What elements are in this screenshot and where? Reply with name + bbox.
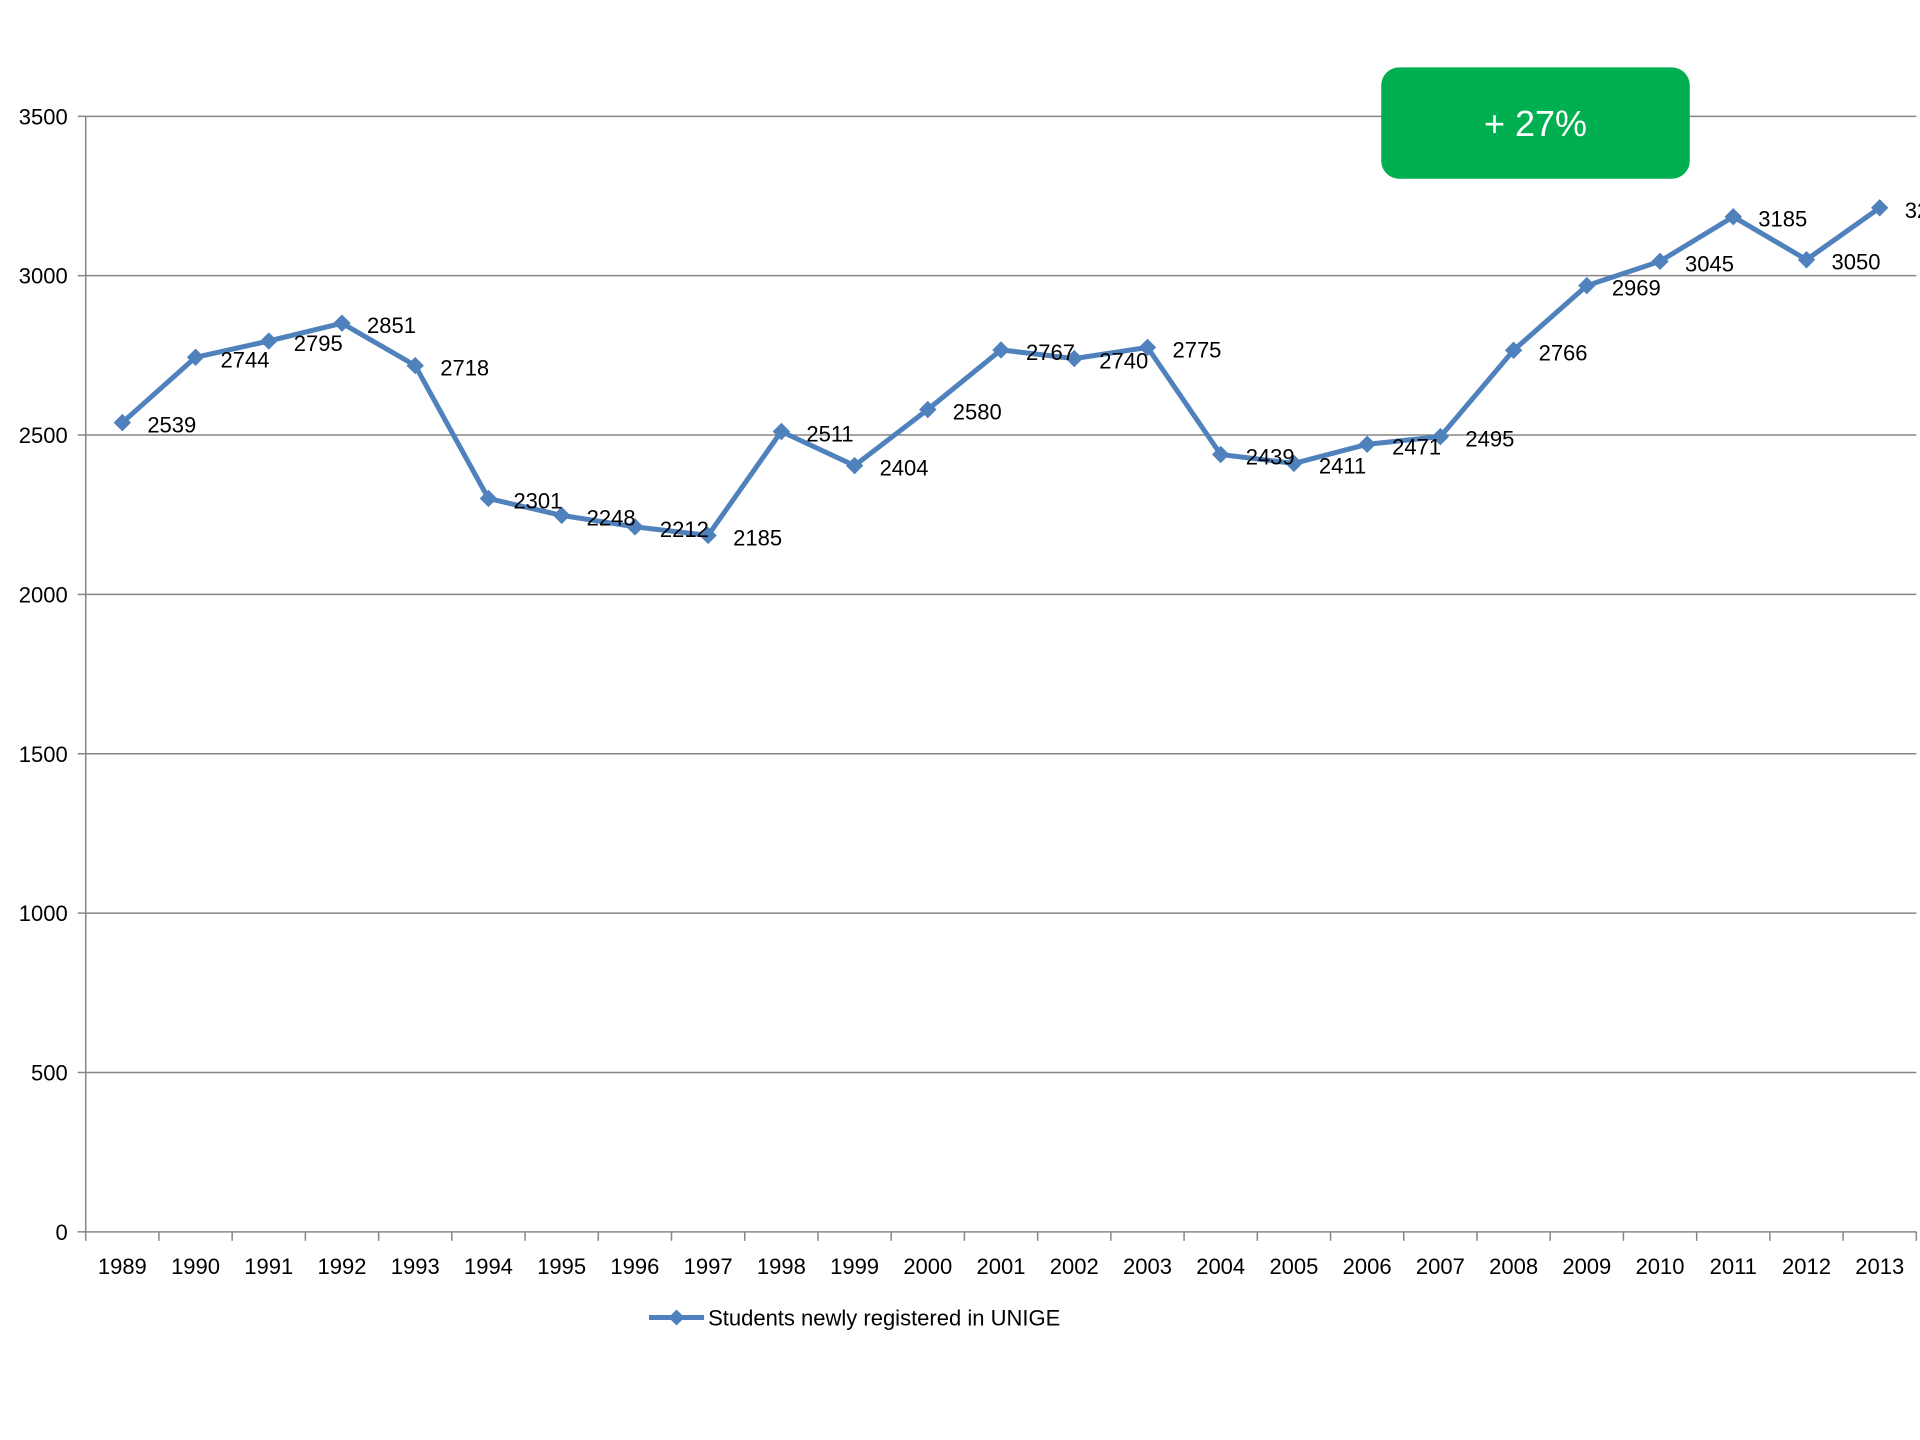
data-label: 2411 [1319,453,1366,478]
legend: Students newly registered in UNIGE [648,1306,1060,1331]
data-label: 2404 [880,456,929,481]
data-point-marker [260,332,278,350]
x-tick-label: 1995 [537,1254,586,1279]
x-tick-label: 1992 [318,1254,367,1279]
x-tick-label: 2006 [1343,1254,1392,1279]
axes: 0 500 1000 1500 2000 2500 3000 3500 1989 1990 1991… [19,104,1918,1279]
data-label: 3045 [1685,251,1734,276]
data-label: 2495 [1465,427,1514,452]
data-label: 3185 [1758,207,1807,232]
data-label: 2248 [587,505,636,530]
data-label: 2767 [1026,340,1075,365]
y-tick-label: 2500 [19,423,68,448]
x-tick-label: 2005 [1269,1254,1318,1279]
data-point-marker [113,413,132,432]
growth-callout: + 27% [1381,67,1690,179]
data-point-marker [1065,349,1083,368]
data-label: 2471 [1392,434,1441,459]
x-tick-label: 1989 [98,1254,147,1279]
data-point-marker [1211,445,1230,464]
x-tick-label: 2000 [903,1254,952,1279]
gridlines [85,115,1917,1074]
x-tick-label: 2003 [1123,1254,1172,1279]
x-tick-label: 2008 [1489,1254,1538,1279]
data-label: 2185 [733,525,782,550]
data-point-marker [1724,208,1742,226]
x-tick-label: 1996 [610,1254,659,1279]
x-tick-label: 2002 [1050,1254,1099,1279]
data-point-marker [772,422,791,441]
data-label: 2718 [440,356,489,381]
data-label: 2539 [147,413,196,438]
data-point-marker [1285,454,1303,473]
data-point-marker [479,489,498,508]
data-point-marker [1431,427,1450,446]
data-point-marker [845,456,864,475]
data-point-marker [699,526,717,545]
callout-text: + 27% [1484,103,1587,144]
x-tick-label: 2004 [1196,1254,1245,1279]
legend-label: Students newly registered in UNIGE [708,1306,1060,1331]
x-tick-label: 1998 [757,1254,806,1279]
data-point-marker [406,356,424,375]
x-tick-label: 1993 [391,1254,440,1279]
y-tick-label: 0 [55,1220,67,1245]
data-label: 2744 [221,347,270,372]
series-line [113,199,1889,545]
data-point-marker [1651,252,1669,271]
legend-marker [668,1309,685,1326]
data-point-marker [1797,251,1816,269]
x-tick-label: 1990 [171,1254,220,1279]
y-tick-label: 2000 [19,582,68,607]
x-tick-label: 1991 [244,1254,293,1279]
x-tick-label: 2011 [1710,1254,1757,1279]
data-label: 2580 [953,400,1002,425]
x-tick-label: 1999 [830,1254,879,1279]
data-point-marker [919,400,937,419]
data-point-marker [1358,435,1376,453]
data-label: 2775 [1172,337,1221,362]
data-label: 3213 [1905,198,1920,223]
data-label: 2795 [294,331,343,356]
data-point-marker [1504,341,1523,359]
data-point-marker [1578,276,1596,295]
data-label: 2439 [1246,444,1295,469]
data-label: 2212 [660,517,709,542]
data-point-marker [333,314,351,332]
data-point-marker [626,518,644,536]
data-label: 2766 [1539,340,1588,365]
x-tick-label: 2012 [1782,1254,1831,1279]
series-polyline [120,205,1882,538]
data-point-marker [186,348,205,366]
x-tick-label: 2007 [1416,1254,1465,1279]
y-tick-label: 1500 [19,742,68,767]
data-point-marker [1138,338,1157,357]
y-tick-label: 1000 [19,901,68,926]
data-label: 2301 [513,488,562,513]
y-tick-label: 500 [31,1060,68,1085]
data-label: 3050 [1831,250,1880,275]
data-point-marker [552,506,571,525]
callout-box [1381,67,1690,179]
x-tick-label: 2013 [1855,1254,1904,1279]
data-point-marker [992,341,1010,359]
x-tick-label: 1997 [684,1254,733,1279]
x-tick-label: 1994 [464,1254,513,1279]
x-tick-label: 2010 [1636,1254,1685,1279]
data-label: 2511 [806,422,853,447]
data-label: 2851 [367,313,416,338]
y-tick-label: 3500 [19,104,68,129]
data-label: 2740 [1099,349,1148,374]
data-labels: 2539 2744 2795 2851 2718 2301 2248 2212 2185 2511… [147,198,1920,551]
data-point-marker [1871,199,1889,217]
data-label: 2969 [1612,276,1661,301]
x-tick-label: 2001 [977,1254,1026,1279]
x-tick-label: 2009 [1562,1254,1611,1279]
y-tick-label: 3000 [19,264,68,289]
